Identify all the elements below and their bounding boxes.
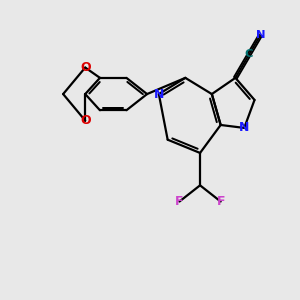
Text: N: N bbox=[239, 122, 249, 134]
Text: F: F bbox=[175, 195, 184, 208]
Text: O: O bbox=[80, 114, 91, 127]
Text: C: C bbox=[244, 49, 253, 59]
Text: F: F bbox=[216, 195, 225, 208]
Text: N: N bbox=[256, 30, 265, 40]
Text: N: N bbox=[154, 88, 164, 100]
Text: O: O bbox=[80, 61, 91, 74]
